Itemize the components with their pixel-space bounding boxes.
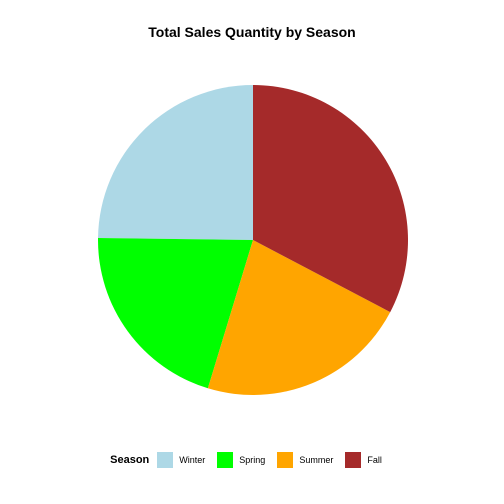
pie-slice-spring (98, 238, 253, 389)
legend-label-fall: Fall (367, 455, 382, 465)
legend-swatch-summer (277, 452, 294, 468)
legend-title: Season (110, 454, 150, 466)
legend: Season Winter Spring Summer Fall (0, 452, 504, 468)
pie-slice-winter (98, 85, 253, 240)
legend-label-spring: Spring (239, 455, 266, 465)
legend-swatch-spring (217, 452, 234, 468)
legend-swatch-fall (345, 452, 362, 468)
legend-swatch-winter (157, 452, 174, 468)
legend-item-fall: Fall (345, 452, 382, 468)
legend-item-spring: Spring (217, 452, 265, 468)
legend-item-winter: Winter (157, 452, 205, 468)
legend-item-summer: Summer (277, 452, 333, 468)
legend-label-summer: Summer (299, 455, 334, 465)
legend-label-winter: Winter (179, 455, 206, 465)
pie-slice-summer (207, 240, 391, 395)
chart-title: Total Sales Quantity by Season (148, 24, 356, 40)
pie-slice-fall (253, 85, 408, 313)
